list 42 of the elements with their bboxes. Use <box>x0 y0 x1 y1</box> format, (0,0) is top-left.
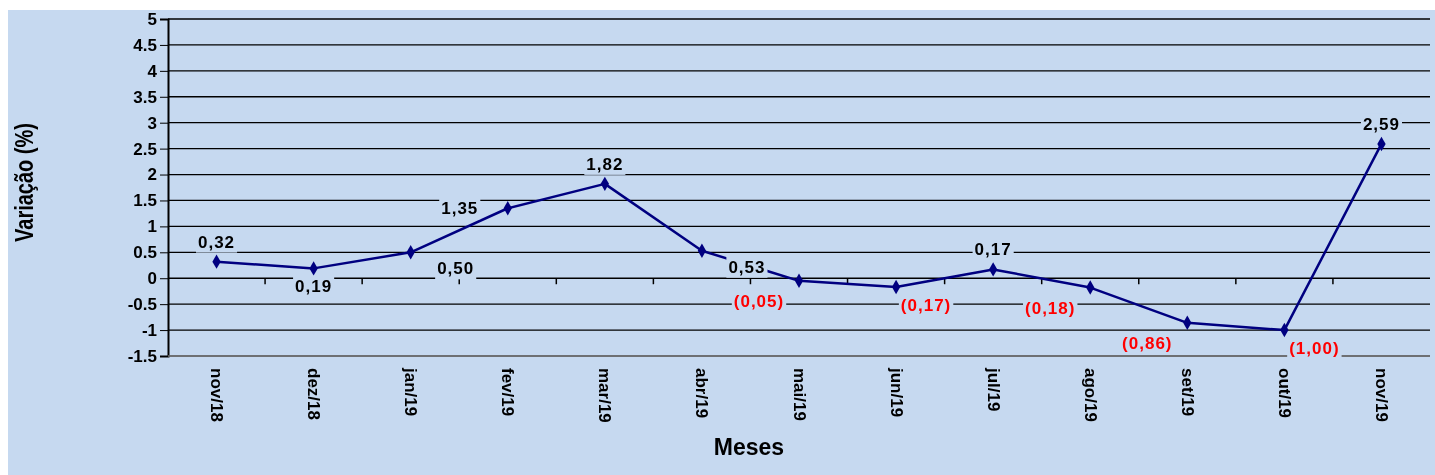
y-tick-label: 2.5 <box>133 139 157 159</box>
x-tick-label: set/19 <box>1177 368 1197 417</box>
y-tick-label: -0.5 <box>127 295 157 315</box>
y-tick-label: 1.5 <box>133 191 157 211</box>
y-axis-title: Variação (%) <box>10 123 39 242</box>
data-label: (0,86) <box>1122 333 1173 353</box>
y-tick-label: 0.5 <box>133 243 157 263</box>
y-tick-label: 0 <box>147 269 157 289</box>
x-tick-label: jun/19 <box>886 367 906 418</box>
data-label: (1,00) <box>1289 339 1340 359</box>
data-label: 0,50 <box>437 259 475 279</box>
data-label: 1,82 <box>586 154 624 174</box>
x-tick-label: mai/19 <box>789 368 809 421</box>
x-tick-label: jul/19 <box>983 367 1003 412</box>
x-tick-label: ago/19 <box>1080 368 1100 422</box>
data-label: (0,17) <box>900 296 952 316</box>
data-label: 0,17 <box>974 240 1012 260</box>
x-tick-label: nov/18 <box>207 368 227 422</box>
y-tick-label: 4 <box>147 61 158 81</box>
y-tick-label: -1 <box>141 321 157 341</box>
y-tick-label: 4.5 <box>133 35 157 55</box>
data-label: 0,32 <box>197 232 236 252</box>
data-label: 1,35 <box>441 199 479 219</box>
y-tick-label: 3.5 <box>133 87 157 107</box>
y-tick-label: 3 <box>147 113 157 133</box>
data-label: 0,53 <box>728 257 766 277</box>
x-tick-label: dez/18 <box>304 368 324 420</box>
x-axis-title: Meses <box>713 434 785 460</box>
data-label: (0,18) <box>1025 298 1076 318</box>
data-label: 0,19 <box>295 277 333 297</box>
y-tick-label: -1.5 <box>127 346 157 366</box>
data-label: (0,05) <box>733 291 785 311</box>
x-tick-label: jan/19 <box>401 367 421 417</box>
x-tick-label: nov/19 <box>1372 368 1392 422</box>
x-tick-label: mar/19 <box>595 368 615 423</box>
x-tick-label: abr/19 <box>692 368 712 419</box>
y-tick-label: 1 <box>147 217 157 237</box>
data-label: 2,59 <box>1362 114 1401 134</box>
y-tick-label: 5 <box>147 9 157 29</box>
x-tick-label: out/19 <box>1274 368 1294 419</box>
y-tick-label: 2 <box>147 165 157 185</box>
x-tick-label: fev/19 <box>498 368 518 417</box>
